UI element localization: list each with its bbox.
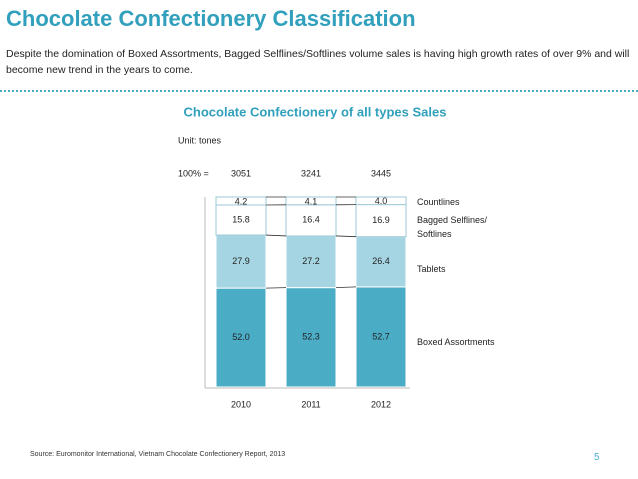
data-label: 4.2 <box>235 196 248 206</box>
legend-label: Tablets <box>417 264 446 274</box>
legend-label: Boxed Assortments <box>417 337 495 347</box>
data-label: 52.0 <box>232 332 250 342</box>
data-label: 15.8 <box>232 214 250 224</box>
data-label: 27.2 <box>302 256 320 266</box>
bar-segment <box>355 236 407 288</box>
bar-segment <box>355 286 407 388</box>
page-number: 5 <box>594 452 600 463</box>
totals-label: 100% = <box>178 168 209 178</box>
bar-segment <box>285 196 337 206</box>
data-label: 16.4 <box>302 215 320 225</box>
bar-segment <box>215 204 267 236</box>
data-label: 4.0 <box>375 196 388 206</box>
chart-title: Chocolate Confectionery of all types Sal… <box>184 104 447 119</box>
bar-segment <box>215 234 267 289</box>
unit-label: Unit: tones <box>178 135 222 145</box>
separator <box>0 90 638 92</box>
data-label: 26.4 <box>372 256 390 266</box>
data-label: 16.9 <box>372 215 390 225</box>
source: Source: Euromonitor International, Vietn… <box>30 451 286 458</box>
bar-segment <box>285 204 337 237</box>
slide-subtitle: Despite the domination of Boxed Assortme… <box>6 48 630 76</box>
legend-label: Countlines <box>417 197 460 207</box>
data-label: 52.7 <box>372 331 390 341</box>
slide-title: Chocolate Confectionery Classification <box>6 6 416 31</box>
data-label: 4.1 <box>305 196 318 206</box>
total-label: 3051 <box>231 168 251 178</box>
x-tick-label: 2010 <box>231 399 251 409</box>
total-label: 3445 <box>371 168 391 178</box>
data-label: 27.9 <box>232 256 250 266</box>
data-label: 52.3 <box>302 332 320 342</box>
connector <box>335 286 357 289</box>
x-tick-label: 2011 <box>301 399 320 409</box>
bar-segment <box>285 287 337 388</box>
connector <box>265 234 287 237</box>
bar-segment <box>215 196 267 206</box>
connector <box>335 235 357 238</box>
bar-segment <box>355 196 407 206</box>
bar-segment <box>285 235 337 289</box>
x-tick-label: 2012 <box>371 399 391 409</box>
legend-label: Bagged Selflines/ Softlines <box>417 215 488 239</box>
total-label: 3241 <box>301 168 321 178</box>
